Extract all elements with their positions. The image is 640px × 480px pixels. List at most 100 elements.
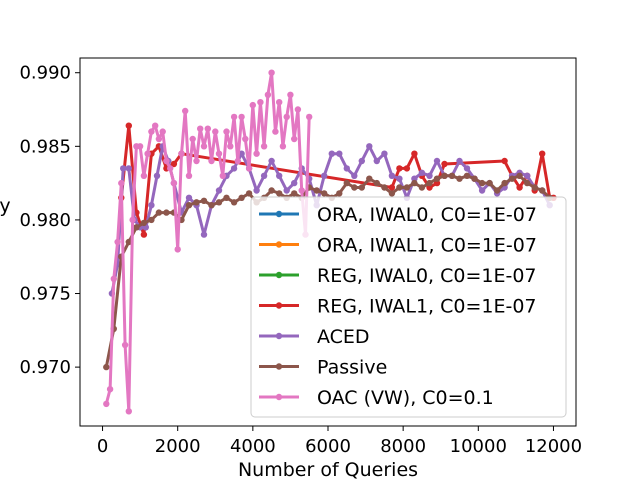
series-6-point — [279, 143, 287, 150]
series-4-point — [185, 194, 193, 201]
series-6-point — [103, 400, 110, 408]
series-6-point — [167, 165, 174, 172]
series-4-point — [343, 165, 350, 172]
series-6-point — [129, 216, 136, 224]
series-5-point — [493, 187, 501, 194]
series-5-point — [343, 179, 350, 187]
series-4-point — [381, 150, 388, 157]
series-6-point — [230, 113, 238, 121]
series-6-point — [159, 128, 166, 135]
series-5-point — [456, 175, 463, 182]
series-5-point — [411, 179, 418, 187]
series-6-point — [106, 386, 114, 393]
series-6-point — [185, 172, 193, 179]
series-3-point — [501, 157, 508, 165]
series-6-point — [219, 172, 226, 179]
series-5-point — [193, 199, 200, 206]
x-tick-label: 4000 — [230, 436, 276, 457]
series-4-point — [260, 172, 268, 179]
x-tick-label: 6000 — [305, 436, 351, 457]
series-5-point — [501, 179, 508, 187]
x-tick-label: 0 — [97, 436, 108, 457]
series-5-point — [313, 187, 320, 194]
series-6-point — [140, 172, 148, 179]
series-5-point — [426, 179, 433, 187]
series-5-point — [366, 175, 373, 182]
x-tick-label: 2000 — [155, 436, 201, 457]
series-5-point — [200, 197, 208, 204]
series-6-point — [283, 113, 290, 121]
series-3-point — [140, 231, 148, 238]
x-tick-label: 10000 — [450, 436, 507, 457]
series-4-point — [456, 157, 463, 165]
legend-label-0: ORA, IWAL0, C0=1E-07 — [317, 204, 537, 226]
series-6-point — [215, 150, 223, 157]
legend-label-4: ACED — [317, 326, 370, 348]
legend-box — [250, 196, 567, 418]
series-6-point — [155, 135, 163, 143]
series-6-point — [136, 143, 144, 150]
series-6-point — [200, 143, 208, 150]
series-6-point — [223, 128, 230, 135]
series-5-point — [223, 194, 230, 201]
legend-marker-0 — [275, 210, 283, 218]
legend-marker-5 — [275, 363, 283, 370]
legend-label-1: ORA, IWAL1, C0=1E-07 — [317, 235, 537, 257]
series-4-point — [373, 157, 380, 165]
series-5-point — [463, 172, 471, 179]
series-4-point — [426, 172, 433, 179]
series-6-point — [189, 135, 196, 143]
x-tick-label: 8000 — [380, 436, 426, 457]
series-5-point — [418, 184, 426, 191]
series-5-point — [185, 202, 193, 209]
series-6-point — [260, 143, 268, 150]
series-6-point — [306, 113, 313, 121]
series-6-point — [268, 69, 275, 76]
series-5-point — [140, 219, 148, 227]
series-5-point — [539, 187, 546, 194]
series-5-point — [448, 172, 456, 179]
series-6-point — [170, 179, 178, 187]
legend-label-3: REG, IWAL1, C0=1E-07 — [317, 296, 537, 318]
series-6-point — [178, 150, 185, 157]
series-6-point — [182, 107, 189, 115]
axes: 0 2000 4000 6000 8000 10000 12000 0.970 0.975 0.9… — [19, 57, 582, 457]
series-6-point — [264, 91, 272, 99]
series-4-point — [253, 187, 260, 194]
series-4-point — [200, 231, 208, 238]
series-4-point — [283, 187, 290, 194]
series-6-point — [253, 150, 260, 157]
series-6-point — [152, 122, 159, 129]
series-5-point — [245, 190, 253, 197]
series-6-point — [193, 157, 200, 165]
series-6-point — [238, 113, 245, 121]
legend: ORA, IWAL0, C0=1E-07 ORA, IWAL1, C0=1E-07… — [250, 196, 567, 418]
series-4-point — [351, 172, 358, 179]
series-6-point — [118, 179, 125, 187]
series-5-point — [321, 190, 328, 197]
series-6-point — [227, 143, 234, 150]
series-5-point — [103, 363, 110, 371]
series-4-point — [388, 172, 396, 179]
series-6-point — [212, 128, 219, 135]
series-6-point — [287, 91, 294, 99]
series-4-point — [268, 157, 275, 165]
series-6-point — [174, 246, 181, 253]
series-3-point — [125, 122, 132, 129]
series-3-point — [433, 179, 441, 187]
legend-label-5: Passive — [317, 357, 387, 379]
series-6-point — [234, 157, 241, 165]
series-5-point — [336, 190, 343, 197]
series-6-point — [204, 125, 211, 132]
series-6-point — [197, 125, 204, 132]
legend-marker-3 — [275, 302, 283, 309]
series-4-point — [291, 179, 298, 187]
series-4-point — [230, 165, 238, 172]
series-6-point — [208, 157, 215, 165]
series-6-point — [272, 128, 279, 135]
series-3-point — [396, 165, 403, 172]
x-axis-label: Number of Queries — [238, 459, 418, 480]
series-5-point — [125, 238, 132, 246]
series-5-point — [403, 184, 411, 191]
